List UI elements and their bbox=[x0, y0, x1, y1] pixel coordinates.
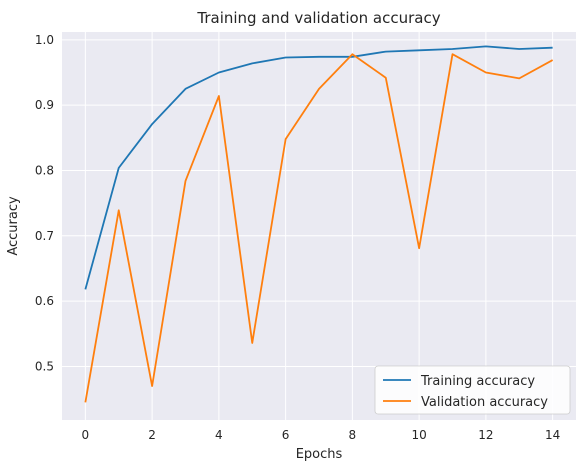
y-tick-label: 0.9 bbox=[35, 98, 54, 112]
series-layer bbox=[84, 45, 554, 403]
y-axis-label: Accuracy bbox=[6, 196, 21, 256]
x-tick-label: 2 bbox=[148, 428, 156, 442]
x-tick-label: 14 bbox=[545, 428, 560, 442]
legend-box bbox=[374, 365, 571, 415]
legend-label: Training accuracy bbox=[420, 374, 535, 389]
y-tick-label: 0.6 bbox=[35, 294, 54, 308]
y-tick-label: 0.5 bbox=[35, 359, 54, 373]
validation-accuracy-line bbox=[84, 53, 554, 403]
x-axis-ticks: 0 2 4 6 8 10 12 14 bbox=[82, 428, 561, 442]
chart-title: Training and validation accuracy bbox=[196, 9, 440, 27]
training-accuracy-line bbox=[84, 45, 553, 290]
x-tick-label: 0 bbox=[82, 428, 90, 442]
x-axis-label: Epochs bbox=[296, 447, 343, 462]
x-tick-label: 10 bbox=[411, 428, 426, 442]
y-axis-ticks: 0.5 0.6 0.7 0.8 0.9 1.0 bbox=[35, 33, 54, 374]
x-tick-label: 12 bbox=[478, 428, 493, 442]
y-tick-label: 0.7 bbox=[35, 229, 54, 243]
plot-area bbox=[62, 32, 576, 420]
legend-label: Validation accuracy bbox=[421, 395, 548, 410]
x-tick-label: 4 bbox=[215, 428, 223, 442]
y-tick-label: 0.8 bbox=[35, 163, 54, 177]
y-tick-label: 1.0 bbox=[35, 33, 54, 47]
x-tick-label: 8 bbox=[349, 428, 357, 442]
legend: Training accuracy Validation accuracy bbox=[374, 365, 571, 415]
x-tick-label: 6 bbox=[282, 428, 290, 442]
